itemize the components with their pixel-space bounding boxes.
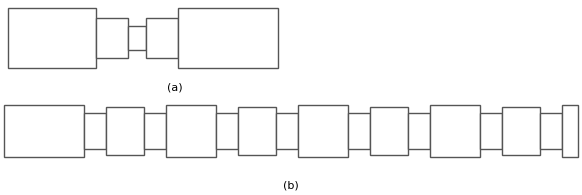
Bar	[144, 113, 166, 149]
Bar	[128, 26, 146, 50]
Text: (a): (a)	[167, 83, 183, 93]
Bar	[562, 105, 578, 157]
Bar	[166, 105, 216, 157]
Bar	[238, 107, 276, 155]
Bar	[8, 8, 96, 68]
Bar	[370, 107, 408, 155]
Bar	[408, 113, 430, 149]
Bar	[216, 113, 238, 149]
Bar	[84, 113, 106, 149]
Bar	[106, 107, 144, 155]
Bar	[430, 105, 480, 157]
Bar	[502, 107, 540, 155]
Bar	[96, 18, 128, 58]
Bar	[298, 105, 348, 157]
Text: (b): (b)	[283, 180, 299, 190]
Bar	[480, 113, 502, 149]
Bar	[146, 18, 178, 58]
Bar	[178, 8, 278, 68]
Bar	[540, 113, 562, 149]
Bar	[348, 113, 370, 149]
Bar	[276, 113, 298, 149]
Bar	[4, 105, 84, 157]
